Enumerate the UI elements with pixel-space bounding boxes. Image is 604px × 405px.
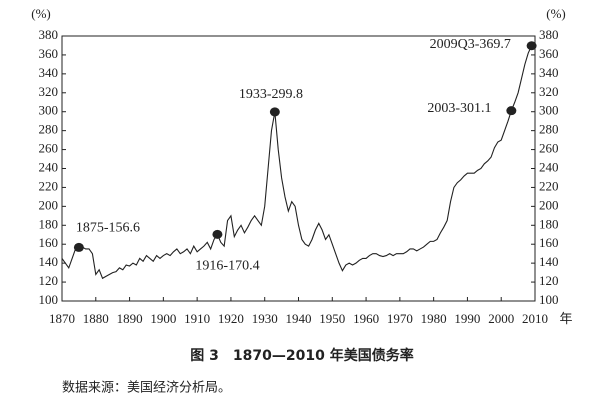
y-tick-label: 120: [39, 273, 59, 288]
x-unit: 年: [559, 311, 572, 326]
x-tick-label: 1900: [150, 311, 176, 326]
y2-unit: (%): [546, 6, 566, 21]
highlight-point: [526, 41, 537, 51]
x-tick-label: 1870: [49, 311, 75, 326]
highlight-label: 1916-170.4: [195, 259, 259, 274]
y2-tick-label: 100: [539, 292, 559, 307]
highlight-point: [269, 107, 280, 117]
y-tick-label: 100: [39, 292, 59, 307]
y2-tick-label: 240: [539, 159, 559, 174]
x-tick-label: 1950: [319, 311, 345, 326]
y-unit: (%): [31, 6, 51, 21]
highlight-point: [212, 229, 223, 239]
x-tick-label: 1880: [83, 311, 109, 326]
y2-tick-label: 200: [539, 197, 559, 212]
plot-frame: [61, 35, 536, 302]
y-tick-label: 260: [39, 141, 59, 156]
x-tick-label: 1970: [387, 311, 413, 326]
y2-tick-label: 360: [539, 46, 559, 61]
y2-tick-label: 180: [539, 216, 559, 231]
x-tick-label: 1920: [218, 311, 244, 326]
y-tick-label: 340: [39, 65, 59, 80]
y2-tick-label: 260: [539, 141, 559, 156]
y2-tick-label: 120: [539, 273, 559, 288]
highlight-label: 1933-299.8: [239, 87, 303, 102]
y-tick-label: 140: [39, 254, 59, 269]
y2-tick-label: 160: [539, 235, 559, 250]
y-tick-label: 200: [39, 197, 59, 212]
y-tick-label: 160: [39, 235, 59, 250]
y2-tick-label: 340: [539, 65, 559, 80]
y-tick-label: 180: [39, 216, 59, 231]
y-tick-label: 280: [39, 122, 59, 137]
x-tick-label: 1980: [421, 311, 447, 326]
x-tick-label: 1990: [454, 311, 480, 326]
y-tick-label: 320: [39, 84, 59, 99]
y2-tick-label: 380: [539, 27, 559, 42]
y-tick-label: 380: [39, 27, 59, 42]
caption: 图 3 1870—2010 年美国债务率: [190, 347, 413, 364]
x-tick-label: 1960: [353, 311, 379, 326]
y-tick-label: 360: [39, 46, 59, 61]
highlight-point: [73, 242, 84, 252]
x-tick-label: 2010: [522, 311, 548, 326]
data-line: [61, 45, 533, 280]
y-tick-label: 300: [39, 103, 59, 118]
x-tick-label: 1930: [252, 311, 278, 326]
y-tick-label: 240: [39, 159, 59, 174]
y2-tick-label: 220: [539, 178, 559, 193]
highlight-point: [506, 106, 517, 116]
x-tick-label: 1940: [286, 311, 312, 326]
source: 数据来源：美国经济分析局。: [62, 381, 231, 396]
highlight-label: 1875-156.6: [76, 221, 140, 236]
x-tick-label: 1910: [184, 311, 210, 326]
x-tick-label: 2000: [488, 311, 514, 326]
x-tick-label: 1890: [117, 311, 143, 326]
y2-tick-label: 140: [539, 254, 559, 269]
y2-tick-label: 280: [539, 122, 559, 137]
y2-tick-label: 300: [539, 103, 559, 118]
highlight-label: 2003-301.1: [427, 101, 491, 116]
y2-tick-label: 320: [539, 84, 559, 99]
y-tick-label: 220: [39, 178, 59, 193]
highlight-label: 2009Q3-369.7: [430, 37, 511, 52]
